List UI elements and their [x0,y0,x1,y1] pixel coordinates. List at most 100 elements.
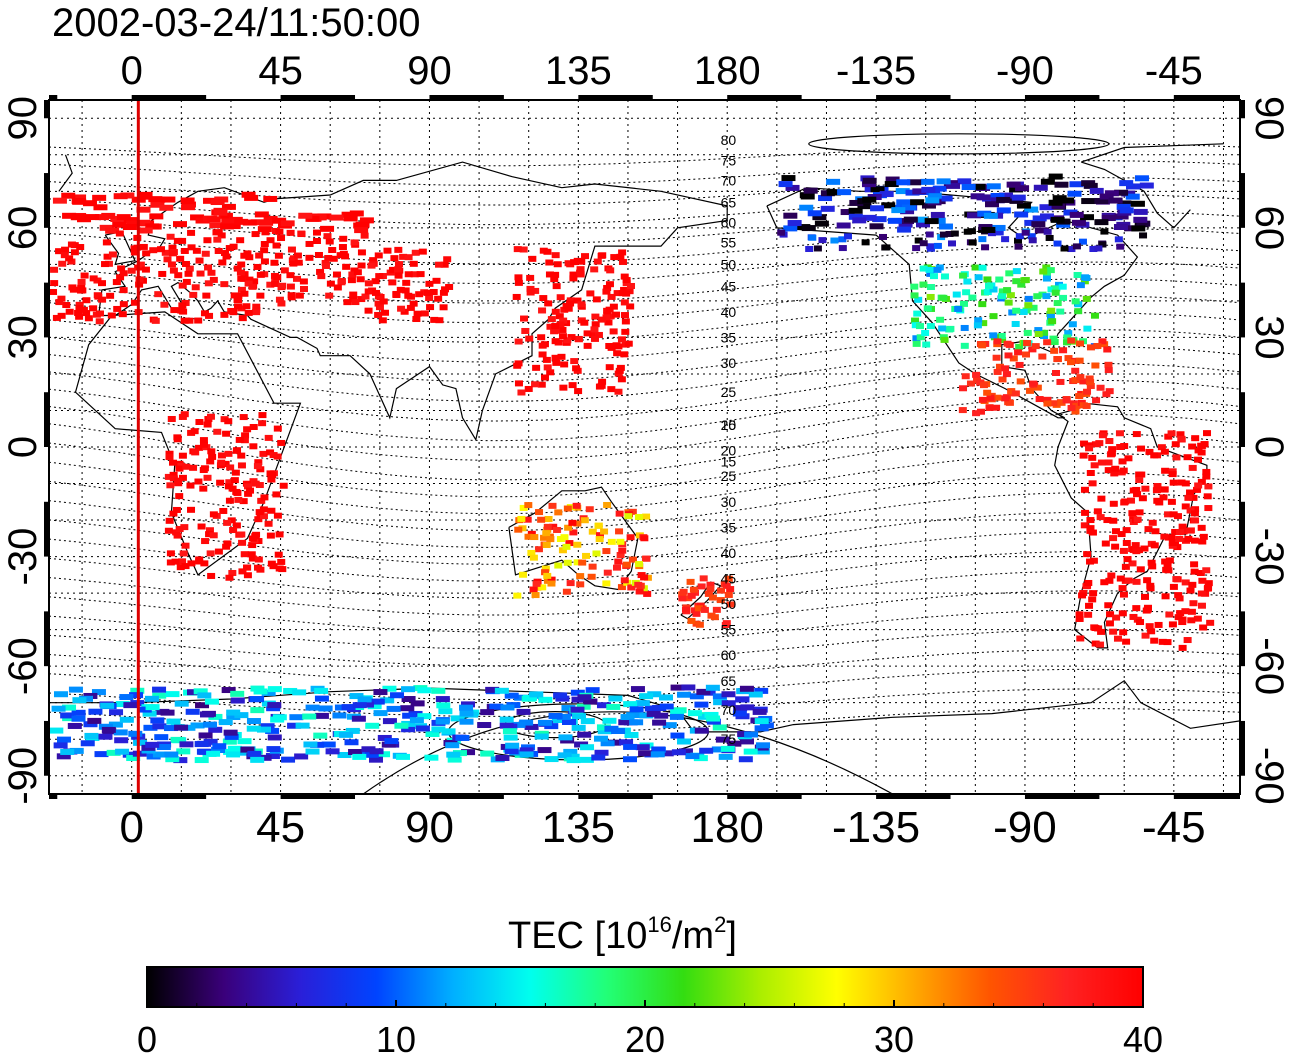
tec-cell [1154,621,1163,628]
tec-cell [194,757,209,764]
tec-cell [603,501,612,508]
tec-cell [644,705,659,712]
tec-cell [338,244,347,251]
tec-cell [1071,357,1080,364]
tec-cell [1004,399,1013,406]
south-pole-ring [362,711,893,794]
tec-cell [1074,308,1083,315]
contour-label: 15 [721,417,737,433]
tec-cell [1098,241,1107,248]
contour-label: 40 [721,304,737,320]
tec-cell [781,175,796,182]
tec-cell [224,733,239,740]
tec-cell [109,709,124,716]
tec-cell [1085,445,1094,452]
tec-cell [142,250,151,257]
tec-cell [265,727,280,734]
tec-cell [907,179,922,186]
contour-line [49,649,1240,684]
tec-cell [524,385,533,392]
tec-cell [231,469,240,476]
tec-cell [314,695,329,702]
tec-cell [527,549,536,556]
tec-cell [1173,544,1182,551]
tec-cell [1167,430,1176,437]
tec-cell [685,753,700,760]
tec-cell [634,581,643,588]
tec-cell [938,325,947,332]
tec-cell [542,541,551,548]
frame-bar [280,95,356,100]
tec-cell [799,204,814,211]
tec-cell [1084,579,1093,586]
tec-cell [238,749,253,756]
tec-cell [1059,294,1068,301]
tec-cell [203,721,218,728]
tec-cell [1167,498,1176,505]
tec-cell [1193,615,1202,622]
tec-cell [1198,577,1207,584]
tec-cell [204,280,213,287]
tec-cell [959,272,968,279]
tec-cell [71,715,86,722]
tec-cell [861,181,876,188]
tec-cell [112,279,121,286]
tec-cell [305,748,320,755]
contour-label: 20 [721,417,737,433]
tec-cell [603,284,612,291]
tec-cell [616,364,625,371]
contour-label: 60 [721,214,737,230]
tec-cell [1119,467,1128,474]
contour-line [49,244,1240,284]
tec-cell [260,494,269,501]
tec-cell [351,299,360,306]
tec-cell [445,742,460,749]
tec-cell [1057,399,1066,406]
tec-cell [552,359,561,366]
frame-bar [280,794,356,799]
tec-cell [93,204,108,211]
tec-cell [141,266,150,273]
tec-cell [565,540,574,547]
tec-cell [976,408,985,415]
tec-cell [193,688,208,695]
tec-cell [249,423,258,430]
tec-cell [989,313,998,320]
tec-cell [551,323,560,330]
top-lon-tick-label: 0 [121,49,143,93]
tec-cell [614,558,623,565]
tec-cell [512,293,521,300]
tec-cell [67,722,82,729]
tec-cell [409,717,424,724]
contour-label: 20 [721,443,737,459]
tec-cell [360,232,369,239]
tec-cell [1183,454,1192,461]
tec-cell [344,739,359,746]
tec-cell [629,706,644,713]
tec-cell [221,460,230,467]
tec-cell [189,464,198,471]
tec-cell [312,229,321,236]
tec-cell [620,286,629,293]
tec-cell [689,693,704,700]
tec-cell [565,753,580,760]
tec-cell [208,453,217,460]
tec-cell [420,310,429,317]
tec-cell [374,300,383,307]
tec-cell [913,310,922,317]
tec-cell [214,247,223,254]
tec-cell [587,573,596,580]
tec-cell [417,687,432,694]
tec-cell [71,197,86,204]
tec-cell [543,523,552,530]
tec-cell [314,712,329,719]
tec-cell [513,246,522,253]
tec-cell [812,214,827,221]
tec-cell [1144,526,1153,533]
tec-cell [985,404,994,411]
tec-cell [1049,335,1058,342]
frame-bar [876,794,951,799]
tec-cell [207,269,216,276]
left-lat-tick-label: 90 [1,96,45,140]
tec-cell [514,274,523,281]
